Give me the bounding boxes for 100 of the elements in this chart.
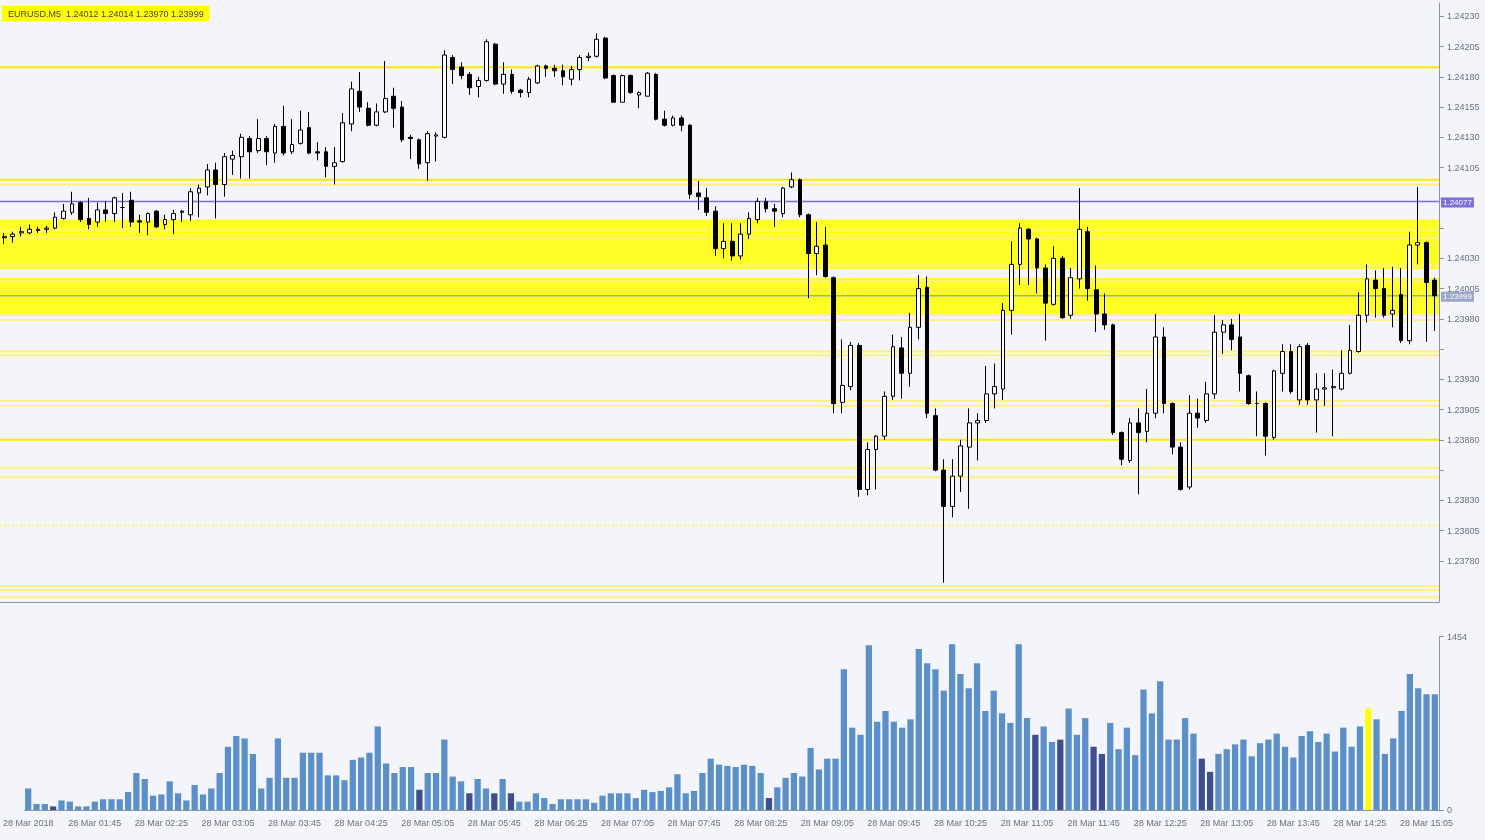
candlestick — [544, 64, 548, 78]
candlestick — [561, 64, 565, 86]
bar — [1073, 734, 1081, 810]
bar — [665, 787, 673, 810]
bar — [715, 764, 723, 810]
candlestick — [383, 60, 388, 114]
bar — [1023, 718, 1031, 810]
candlestick — [222, 152, 227, 198]
candlestick — [95, 202, 100, 228]
candlestick — [1255, 390, 1259, 437]
candlestick — [806, 213, 811, 299]
bar — [774, 787, 781, 810]
candlestick — [239, 133, 244, 179]
candlestick — [1289, 343, 1293, 395]
candlestick — [501, 61, 506, 95]
candlestick — [958, 439, 963, 493]
candlestick — [188, 187, 193, 222]
candlestick — [87, 197, 91, 230]
candlestick — [975, 412, 980, 461]
bar — [75, 806, 82, 810]
candlestick — [874, 434, 878, 490]
candlestick — [36, 226, 40, 234]
bar — [849, 727, 856, 810]
bar — [882, 710, 889, 810]
candlestick — [154, 209, 159, 229]
x-tick-label: 28 Mar 13:05 — [1200, 817, 1254, 828]
candlestick — [992, 363, 997, 409]
candlestick — [865, 441, 870, 497]
y-tick-label: 1.24105 — [1447, 162, 1480, 173]
candlestick — [1221, 319, 1226, 355]
bar — [1165, 739, 1172, 810]
candlestick — [374, 102, 379, 127]
candlestick — [467, 71, 472, 96]
x-tick-label: 28 Mar 09:05 — [800, 817, 854, 828]
candlestick — [1068, 267, 1073, 320]
candlestick — [764, 197, 768, 213]
candlestick — [891, 334, 895, 401]
bar — [1065, 708, 1072, 810]
bar — [940, 690, 947, 810]
x-tick-label: 28 Mar 08:25 — [734, 817, 788, 828]
candlestick — [967, 407, 972, 510]
candlestick — [19, 226, 24, 238]
bar — [724, 765, 731, 810]
x-tick-label: 28 Mar 03:45 — [268, 817, 322, 828]
bar — [499, 778, 506, 810]
candlestick — [984, 365, 989, 424]
bar — [316, 752, 323, 810]
bar — [399, 767, 406, 810]
bar — [382, 763, 390, 810]
candlestick — [163, 214, 167, 230]
candlestick — [2, 232, 7, 245]
candlestick — [535, 64, 540, 85]
y-tick-label: 1.24205 — [1447, 41, 1480, 52]
bar — [424, 773, 431, 810]
candlestick — [603, 36, 608, 80]
candlestick — [70, 191, 74, 216]
bar — [1431, 694, 1438, 810]
bar — [865, 645, 872, 810]
candlestick — [747, 211, 751, 240]
x-tick-label: 28 Mar 14:25 — [1333, 817, 1387, 828]
candlestick — [1424, 240, 1429, 343]
bar — [607, 793, 614, 810]
bar — [391, 773, 398, 810]
bar — [757, 773, 764, 810]
y-tick-label: 1.24005 — [1447, 283, 1480, 294]
bar — [1057, 739, 1064, 810]
bar — [807, 747, 814, 810]
bar — [216, 773, 223, 810]
bar — [166, 781, 173, 810]
x-tick-label: 28 Mar 07:05 — [600, 817, 654, 828]
candlestick — [1018, 222, 1022, 286]
candlestick — [1331, 369, 1336, 437]
candlestick — [908, 312, 912, 388]
bar — [83, 806, 90, 810]
candlestick — [247, 135, 252, 179]
x-tick-label: 28 Mar 04:25 — [334, 817, 388, 828]
candlestick — [180, 209, 184, 223]
bar — [158, 794, 165, 810]
bar — [899, 727, 906, 810]
candlestick — [637, 90, 641, 109]
bar — [799, 776, 806, 810]
candlestick — [1356, 291, 1361, 354]
x-tick-label: 28 Mar 2018 — [2, 817, 54, 828]
candlestick — [1373, 269, 1378, 319]
candlestick — [1001, 302, 1005, 401]
candlestick — [290, 118, 294, 155]
candlestick — [44, 225, 49, 234]
candlestick — [586, 52, 591, 62]
bar — [1356, 726, 1364, 810]
candlestick — [738, 222, 743, 261]
bar — [973, 663, 981, 810]
bar — [732, 767, 739, 810]
bar — [457, 781, 465, 810]
candlestick — [281, 105, 286, 156]
candlestick — [53, 211, 57, 230]
bar — [1423, 694, 1430, 810]
bar — [749, 765, 756, 810]
bar — [1365, 708, 1372, 810]
bar — [923, 663, 931, 810]
bar — [649, 792, 656, 810]
